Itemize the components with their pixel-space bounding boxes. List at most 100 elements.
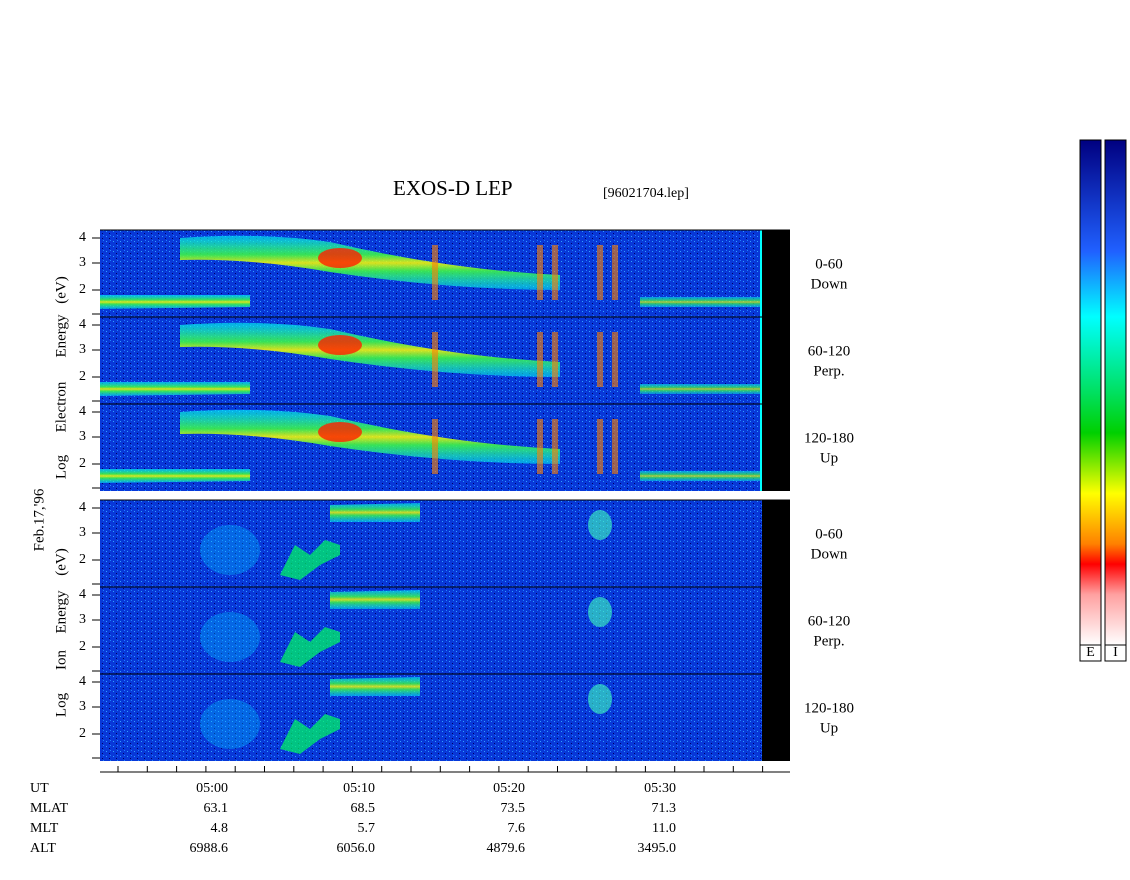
colorbar-label: E [1086, 645, 1095, 660]
direction: Down [811, 546, 848, 562]
burst [432, 245, 438, 300]
y-tick-label: 2 [79, 369, 86, 384]
electron-band [100, 295, 250, 309]
colorbar [1104, 139, 1127, 646]
electron-band [640, 471, 760, 481]
electron-band [640, 384, 760, 394]
ephemeris-label: MLAT [30, 801, 69, 816]
panel-black [762, 587, 790, 674]
panel-black [762, 317, 790, 404]
spectrogram-panel: 2 3 4 60-120 Perp. [79, 316, 851, 404]
colorbar-label-box [1079, 644, 1102, 662]
electron-band [100, 469, 250, 483]
ephemeris-value: 6056.0 [337, 841, 376, 856]
ion-zigzag [280, 714, 340, 754]
panel-background [100, 674, 762, 761]
y-tick-label: 4 [79, 674, 86, 689]
axis-energy: Energy [53, 314, 69, 358]
panel-background [100, 587, 762, 674]
pitch-angle: 120-180 [804, 430, 854, 446]
ephemeris-label: MLT [30, 821, 59, 836]
colorbar-label-box [1104, 644, 1127, 662]
ion-arc [588, 684, 612, 714]
burst [537, 332, 543, 387]
edge-line [760, 404, 762, 491]
electron-peak [318, 335, 362, 355]
burst [537, 245, 543, 300]
electron-peak [318, 422, 362, 442]
y-tick-label: 2 [79, 726, 86, 741]
colorbar [1079, 139, 1102, 646]
axis-log: Log [53, 454, 69, 479]
ion-band [330, 677, 420, 696]
electron-arc [180, 409, 560, 464]
panels: 2 3 4 0-60 Down 2 3 4 60-120 Perp. 2 3 4 120-180 Up 2 3 4… [79, 229, 854, 761]
ephemeris-value: 3495.0 [638, 841, 677, 856]
spectrogram-panel: 2 3 4 0-60 Down [79, 499, 848, 587]
ion-band [330, 590, 420, 609]
edge-line [760, 230, 762, 317]
ephemeris-value: 4879.6 [487, 841, 526, 856]
pitch-angle: 120-180 [804, 700, 854, 716]
y-tick-label: 2 [79, 456, 86, 471]
panel-black [762, 674, 790, 761]
axis-energy: Energy [53, 590, 69, 634]
spectrogram-panel: 2 3 4 0-60 Down [79, 229, 848, 317]
electron-arc [180, 322, 560, 377]
ephemeris-value: 11.0 [652, 821, 676, 836]
direction: Down [811, 276, 848, 292]
direction: Perp. [813, 633, 844, 649]
direction: Up [820, 450, 838, 466]
ephemeris-value: 05:20 [493, 781, 525, 796]
ephemeris-value: 68.5 [351, 801, 376, 816]
electron-axis-label: (eV) Energy Electron Log [53, 276, 69, 479]
electron-peak [318, 248, 362, 268]
burst [612, 245, 618, 300]
ion-patch [200, 699, 260, 749]
y-tick-label: 2 [79, 552, 86, 567]
ephemeris-label: ALT [30, 841, 56, 856]
burst [552, 419, 558, 474]
axis-unit: (eV) [53, 548, 69, 575]
y-tick-label: 4 [79, 317, 86, 332]
axis-species: Ion [53, 650, 69, 670]
pitch-angle: 60-120 [808, 343, 851, 359]
ion-zigzag [280, 540, 340, 580]
axis-species: Electron [53, 381, 69, 432]
date: Feb.17,'96 [31, 488, 47, 551]
ephemeris-value: 4.8 [211, 821, 229, 836]
colorbar-label: I [1113, 645, 1118, 660]
y-tick-label: 2 [79, 282, 86, 297]
y-tick-label: 4 [79, 587, 86, 602]
ephemeris-value: 5.7 [358, 821, 376, 836]
ephemeris-value: 71.3 [652, 801, 677, 816]
y-tick-label: 4 [79, 500, 86, 515]
y-tick-label: 3 [79, 525, 86, 540]
burst [597, 332, 603, 387]
title: EXOS-D LEP [393, 176, 513, 200]
ion-arc [588, 597, 612, 627]
axis-unit: (eV) [53, 276, 69, 303]
panel-black [762, 230, 790, 317]
burst [597, 419, 603, 474]
ephemeris-value: 63.1 [204, 801, 229, 816]
y-tick-label: 4 [79, 404, 86, 419]
spectrogram-panel: 2 3 4 120-180 Up [79, 673, 854, 761]
file-name: [96021704.lep] [603, 186, 689, 201]
ion-arc [588, 510, 612, 540]
ion-zigzag [280, 627, 340, 667]
burst [432, 332, 438, 387]
y-tick-label: 3 [79, 699, 86, 714]
ephemeris-value: 6988.6 [190, 841, 229, 856]
time-ticks [117, 766, 764, 772]
ephemeris: UT 05:00 05:10 05:20 05:30 MLAT 63.1 68.5 73.5 71… [30, 781, 676, 856]
burst [597, 245, 603, 300]
y-tick-label: 3 [79, 429, 86, 444]
panel-black [762, 500, 790, 587]
direction: Up [820, 720, 838, 736]
burst [432, 419, 438, 474]
burst [552, 245, 558, 300]
burst [537, 419, 543, 474]
electron-band [100, 382, 250, 396]
